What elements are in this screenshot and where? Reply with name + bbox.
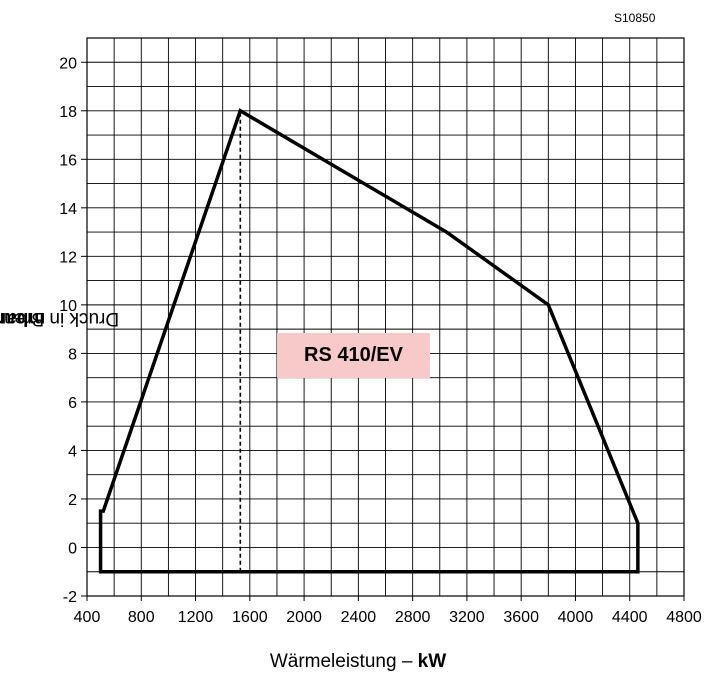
x-tick-label: 4400 xyxy=(612,609,648,626)
x-tick-label: 3200 xyxy=(449,609,485,626)
x-axis-ticks: 400 800 1200 1600 2000 2400 2800 3200 3600 4000 44… xyxy=(74,596,702,626)
y-tick-label: 20 xyxy=(59,55,77,72)
x-tick-label: 2400 xyxy=(341,609,377,626)
y-tick-label: -2 xyxy=(63,589,77,606)
x-axis-label-unit: kW xyxy=(417,651,447,672)
x-tick-label: 4800 xyxy=(666,609,702,626)
x-tick-label: 1200 xyxy=(178,609,214,626)
y-axis-label-unit: mbar xyxy=(0,308,46,329)
x-axis-label: Wärmeleistung – kW xyxy=(0,651,716,673)
x-tick-label: 4000 xyxy=(558,609,594,626)
x-tick-label: 800 xyxy=(128,609,155,626)
x-tick-label: 2000 xyxy=(286,609,322,626)
y-tick-label: 2 xyxy=(68,492,77,509)
x-tick-label: 3600 xyxy=(503,609,539,626)
y-tick-label: 6 xyxy=(68,395,77,412)
y-tick-label: 14 xyxy=(59,201,77,218)
y-tick-label: 10 xyxy=(59,298,77,315)
operating-envelope-line xyxy=(98,108,640,574)
y-tick-label: 16 xyxy=(59,152,77,169)
x-tick-label: 2800 xyxy=(395,609,431,626)
y-tick-label: 4 xyxy=(68,443,77,460)
grid xyxy=(86,37,685,597)
x-tick-label: 400 xyxy=(74,609,101,626)
y-tick-label: 0 xyxy=(68,540,77,557)
x-axis-label-text: Wärmeleistung – xyxy=(269,651,418,672)
y-tick-label: 18 xyxy=(59,104,77,121)
y-tick-label: 12 xyxy=(59,249,77,266)
plot-frame xyxy=(86,37,685,597)
model-label: RS 410/EV xyxy=(277,333,430,378)
y-tick-label: 8 xyxy=(68,346,77,363)
x-tick-label: 1600 xyxy=(232,609,268,626)
y-axis-ticks: -2 0 2 4 6 8 10 12 14 16 18 20 xyxy=(59,55,87,606)
drawing-code: S10850 xyxy=(614,11,656,25)
